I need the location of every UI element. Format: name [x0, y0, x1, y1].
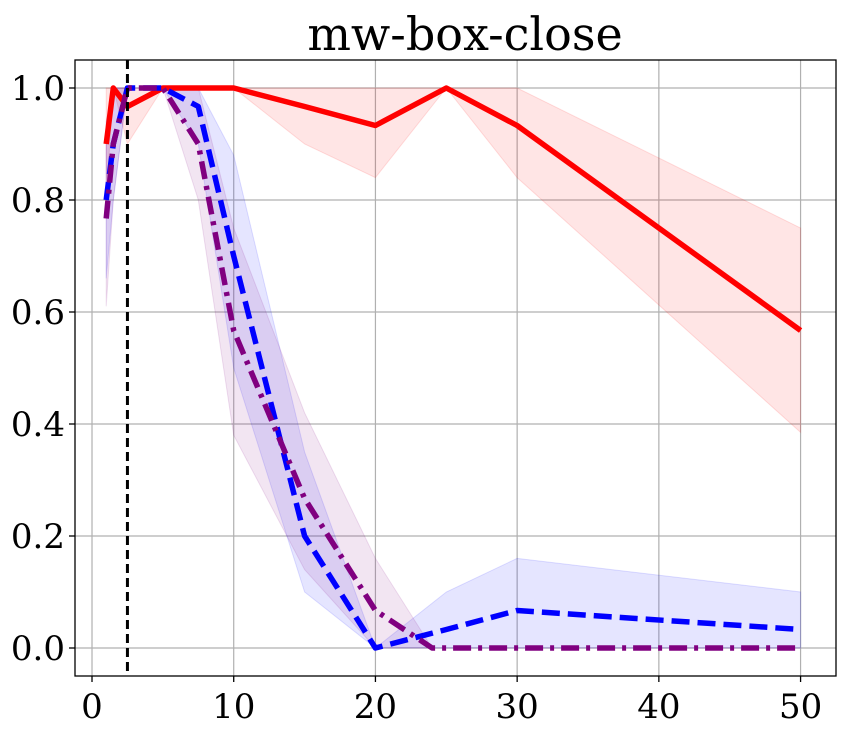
chart-title: mw-box-close — [307, 7, 622, 61]
plot-frame — [74, 59, 837, 677]
x-tick-label: 50 — [779, 687, 822, 727]
confidence-bands — [105, 87, 802, 649]
series-lines — [103, 85, 803, 651]
y-tick-label: 1.0 — [11, 69, 65, 109]
x-tick-label: 40 — [637, 687, 680, 727]
y-tick-label: 0.4 — [11, 405, 65, 445]
series-2-line — [103, 85, 801, 651]
x-tick-label: 10 — [212, 687, 255, 727]
x-tick-label: 0 — [81, 687, 103, 727]
y-axis-ticks: 0.0 0.2 0.4 0.6 0.8 1.0 — [11, 69, 75, 669]
x-tick-label: 20 — [354, 687, 397, 727]
y-tick-label: 0.8 — [11, 181, 65, 221]
series-2-band — [105, 87, 801, 649]
x-tick-label: 30 — [496, 687, 539, 727]
y-tick-label: 0.6 — [11, 293, 65, 333]
y-tick-label: 0.0 — [11, 629, 65, 669]
x-axis-ticks: 0 10 20 30 40 50 — [81, 676, 822, 727]
y-tick-label: 0.2 — [11, 517, 65, 557]
